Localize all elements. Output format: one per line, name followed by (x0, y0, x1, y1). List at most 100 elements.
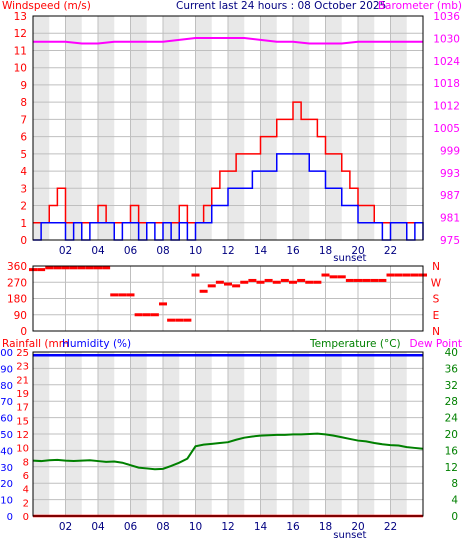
rain-tick-label: 15 (16, 416, 29, 427)
windspeed-label: Windspeed (m/s) (2, 0, 91, 12)
direction-mark (378, 278, 387, 282)
temperature-tick-label: 40 (445, 347, 458, 359)
direction-mark (337, 275, 346, 279)
direction-mark (77, 266, 86, 270)
direction-mark (126, 293, 135, 297)
direction-mark (61, 266, 70, 270)
direction-tick-label: 270 (7, 277, 27, 289)
direction-mark (264, 278, 273, 282)
barometer-line (33, 37, 423, 45)
humidity-tick-label: 60 (0, 414, 13, 425)
hour-band (33, 16, 50, 240)
y2-tick-label: 1030 (433, 33, 460, 45)
direction-mark (53, 266, 62, 270)
y2-tick-label: 993 (440, 168, 460, 180)
humidity-tick-label: 90 (0, 364, 13, 375)
hour-band (260, 16, 277, 240)
hour-band (293, 16, 310, 240)
y-tick-label: 6 (20, 132, 27, 144)
y-tick-label: 7 (20, 114, 27, 126)
x-tick-label: 06 (124, 521, 138, 533)
x-tick-label: 10 (189, 245, 202, 257)
humidity-temperature-panel: 0102030405060708090100024681012151719212… (0, 347, 458, 541)
y-tick-label: 12 (14, 28, 27, 40)
y2-tick-label: 1024 (433, 56, 460, 68)
direction-mark (118, 293, 127, 297)
hour-band (163, 16, 180, 240)
direction-mark (256, 280, 265, 284)
y-tick-label: 0 (20, 235, 27, 247)
direction-mark (142, 313, 151, 317)
compass-tick-label: S (433, 294, 440, 306)
x-tick-label: 22 (384, 245, 397, 257)
y-tick-label: 11 (14, 45, 27, 57)
temperature-tick-label: 28 (445, 396, 458, 408)
chart-title: Current last 24 hours : 08 October 2025 (176, 0, 386, 12)
y2-tick-label: 1036 (433, 11, 460, 23)
direction-mark (199, 289, 208, 293)
humidity-tick-label: 70 (0, 397, 13, 408)
direction-mark (191, 273, 200, 277)
y-tick-label: 8 (20, 97, 27, 109)
compass-tick-label: E (433, 310, 440, 322)
x-tick-label: 04 (91, 245, 105, 257)
compass-tick-label: N (432, 261, 440, 273)
humidity-tick-label: 20 (0, 479, 13, 490)
direction-mark (150, 313, 159, 317)
temperature-tick-label: 12 (445, 462, 458, 474)
humidity-tick-label: 100 (0, 348, 13, 359)
temperature-tick-label: 32 (445, 380, 458, 392)
y2-tick-label: 981 (440, 213, 460, 225)
direction-mark (386, 273, 395, 277)
plot-border (32, 351, 424, 517)
y2-tick-label: 1012 (433, 101, 460, 113)
y-tick-label: 4 (20, 166, 27, 178)
wind-avg-line (33, 153, 424, 241)
x-tick-label: 16 (286, 521, 300, 533)
direction-mark (345, 278, 354, 282)
rain-tick-label: 25 (16, 348, 29, 359)
hour-band (195, 16, 212, 240)
y-tick-label: 2 (20, 201, 27, 213)
compass-tick-label: N (432, 326, 440, 338)
temperature-line (32, 432, 424, 471)
humidity-tick-label: 0 (7, 512, 13, 523)
hour-band (325, 16, 342, 240)
direction-mark (134, 313, 143, 317)
x-tick-label: 12 (221, 521, 234, 533)
sunset-label: sunset (333, 530, 366, 541)
direction-mark (85, 266, 94, 270)
y-tick-label: 10 (14, 63, 27, 75)
x-tick-label: 14 (254, 521, 268, 533)
direction-mark (159, 302, 167, 306)
temperature-label: Temperature (°C) (309, 338, 401, 350)
direction-mark (370, 278, 379, 282)
x-tick-label: 04 (91, 521, 105, 533)
y2-tick-label: 1018 (433, 78, 460, 90)
temperature-tick-label: 16 (445, 445, 459, 457)
y-tick-label: 3 (20, 183, 27, 195)
temperature-tick-label: 36 (445, 363, 459, 375)
hour-band (358, 16, 375, 240)
compass-tick-label: W (431, 277, 442, 289)
humidity-tick-label: 50 (0, 430, 13, 441)
humidity-tick-label: 80 (0, 381, 13, 392)
direction-mark (272, 280, 281, 284)
direction-mark (167, 318, 176, 322)
direction-mark (321, 273, 330, 277)
humidity-tick-label: 40 (0, 446, 13, 457)
y-tick-label: 1 (20, 218, 27, 230)
x-tick-label: 14 (254, 245, 268, 257)
direction-mark (215, 280, 224, 284)
direction-mark (240, 280, 249, 284)
plot-border (32, 15, 424, 241)
direction-mark (207, 284, 216, 288)
dewpoint-label: Dew Point (409, 338, 462, 350)
rain-tick-label: 19 (16, 389, 29, 400)
x-tick-label: 10 (189, 521, 202, 533)
humidity-tick-label: 10 (0, 496, 13, 507)
y2-tick-label: 999 (440, 145, 460, 157)
y-tick-label: 5 (20, 149, 27, 161)
